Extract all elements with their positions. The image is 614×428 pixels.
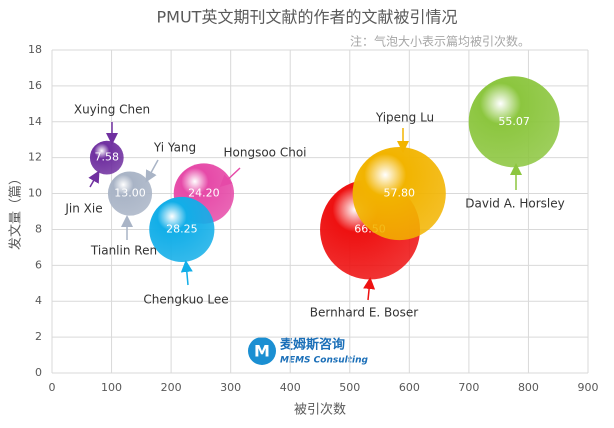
annotation-arrow xyxy=(88,170,100,188)
annotation: Yi Yang xyxy=(153,141,196,155)
bubble-label: 55.07 xyxy=(498,115,530,128)
bubble-label: 28.25 xyxy=(166,222,198,235)
logo: M 麦姆斯咨询 MEMS Consulting xyxy=(248,337,369,366)
annotation: Hongsoo Choi xyxy=(224,146,307,160)
bubble xyxy=(107,171,153,216)
annotation: Jin Xie xyxy=(64,202,102,216)
x-axis-label: 被引次数 xyxy=(294,402,346,418)
y-tick-label: 4 xyxy=(35,294,42,307)
y-tick-label: 8 xyxy=(35,222,42,235)
annotation: Chengkuo Lee xyxy=(143,293,228,307)
annotation: Xuying Chen xyxy=(74,103,150,117)
bubble xyxy=(89,140,124,175)
logo-icon-letter: M xyxy=(254,342,270,361)
bubble xyxy=(149,196,215,263)
annotation: Yipeng Lu xyxy=(375,111,434,125)
y-tick-label: 14 xyxy=(28,115,42,128)
y-tick-label: 18 xyxy=(28,43,42,56)
x-tick-label: 300 xyxy=(220,381,241,394)
y-tick-label: 2 xyxy=(35,330,42,343)
logo-english: MEMS Consulting xyxy=(280,356,369,366)
x-tick-label: 400 xyxy=(280,381,301,394)
annotation: Tianlin Ren xyxy=(90,244,157,258)
x-tick-label: 0 xyxy=(49,381,56,394)
chart-subtitle: 注：气泡大小表示篇均被引次数。 xyxy=(350,34,530,49)
annotation-arrow xyxy=(219,167,241,188)
y-tick-label: 10 xyxy=(28,187,42,200)
y-tick-label: 0 xyxy=(35,366,42,379)
y-tick-label: 6 xyxy=(35,258,42,271)
bubble xyxy=(468,76,560,168)
y-axis-label: 发文量（篇） xyxy=(8,172,24,250)
bubble xyxy=(352,146,446,241)
x-tick-label: 100 xyxy=(101,381,122,394)
annotation-arrow xyxy=(180,260,193,286)
y-tick-label: 16 xyxy=(28,79,42,92)
bubble-label: 24.20 xyxy=(188,187,220,200)
chart-title: PMUT英文期刊文献的作者的文献被引情况 xyxy=(157,8,458,27)
x-tick-label: 900 xyxy=(578,381,599,394)
annotation: David A. Horsley xyxy=(465,197,564,211)
bubble-label: 13.00 xyxy=(114,187,146,200)
x-tick-label: 600 xyxy=(399,381,420,394)
bubble-label: 7.58 xyxy=(95,151,120,164)
y-tick-label: 12 xyxy=(28,151,42,164)
x-tick-label: 700 xyxy=(458,381,479,394)
x-tick-label: 800 xyxy=(518,381,539,394)
bubble-label: 57.80 xyxy=(383,187,415,200)
annotation: Bernhard E. Boser xyxy=(310,306,418,320)
x-tick-label: 500 xyxy=(339,381,360,394)
x-tick-label: 200 xyxy=(161,381,182,394)
logo-name: 麦姆斯咨询 xyxy=(280,337,345,353)
annotation-arrow xyxy=(363,277,376,301)
annotation-arrow xyxy=(145,159,159,183)
logo-icon xyxy=(248,337,276,365)
